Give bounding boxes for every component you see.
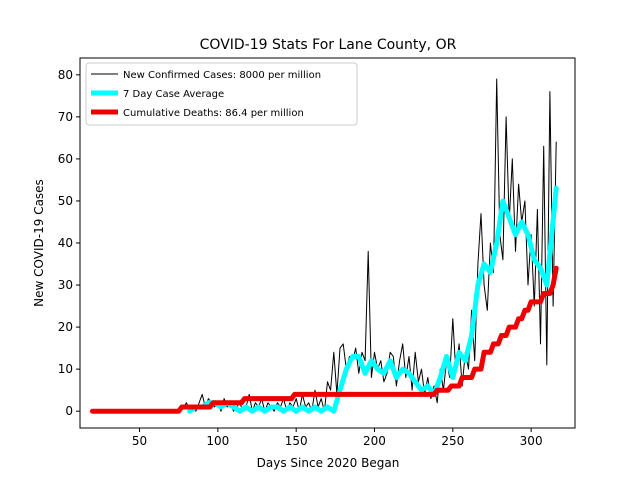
y-tick-label: 80 bbox=[58, 68, 73, 82]
legend-label-0: New Confirmed Cases: 8000 per million bbox=[123, 70, 321, 81]
x-tick-label: 300 bbox=[520, 434, 543, 448]
chart-title: COVID-19 Stats For Lane County, OR bbox=[200, 37, 457, 53]
y-tick-label: 30 bbox=[58, 278, 73, 292]
plot-frame bbox=[79, 57, 576, 429]
legend: New Confirmed Cases: 8000 per million 7 D… bbox=[85, 62, 358, 126]
x-tick-label: 50 bbox=[132, 434, 147, 448]
x-tick-label: 150 bbox=[285, 434, 308, 448]
y-tick-label: 40 bbox=[58, 236, 73, 250]
legend-label-2: Cumulative Deaths: 86.4 per million bbox=[123, 108, 304, 119]
y-tick-label: 0 bbox=[65, 404, 73, 418]
y-tick-label: 60 bbox=[58, 152, 73, 166]
x-axis-label: Days Since 2020 Began bbox=[257, 456, 400, 470]
legend-box bbox=[85, 62, 358, 126]
plot-area bbox=[90, 78, 559, 414]
axis-ticks: 50 100 150 200 250 300 0 10 20 30 40 50 60 70 80 bbox=[58, 68, 543, 448]
y-tick-label: 70 bbox=[58, 110, 73, 124]
y-tick-label: 10 bbox=[58, 362, 73, 376]
x-tick-label: 100 bbox=[206, 434, 229, 448]
y-axis-label: New COVID-19 Cases bbox=[32, 179, 46, 307]
series-line-1 bbox=[187, 185, 559, 414]
y-tick-label: 20 bbox=[58, 320, 73, 334]
x-tick-label: 250 bbox=[441, 434, 464, 448]
series-line-2 bbox=[90, 265, 559, 414]
x-tick-label: 200 bbox=[363, 434, 386, 448]
legend-label-1: 7 Day Case Average bbox=[123, 89, 224, 100]
y-tick-label: 50 bbox=[58, 194, 73, 208]
